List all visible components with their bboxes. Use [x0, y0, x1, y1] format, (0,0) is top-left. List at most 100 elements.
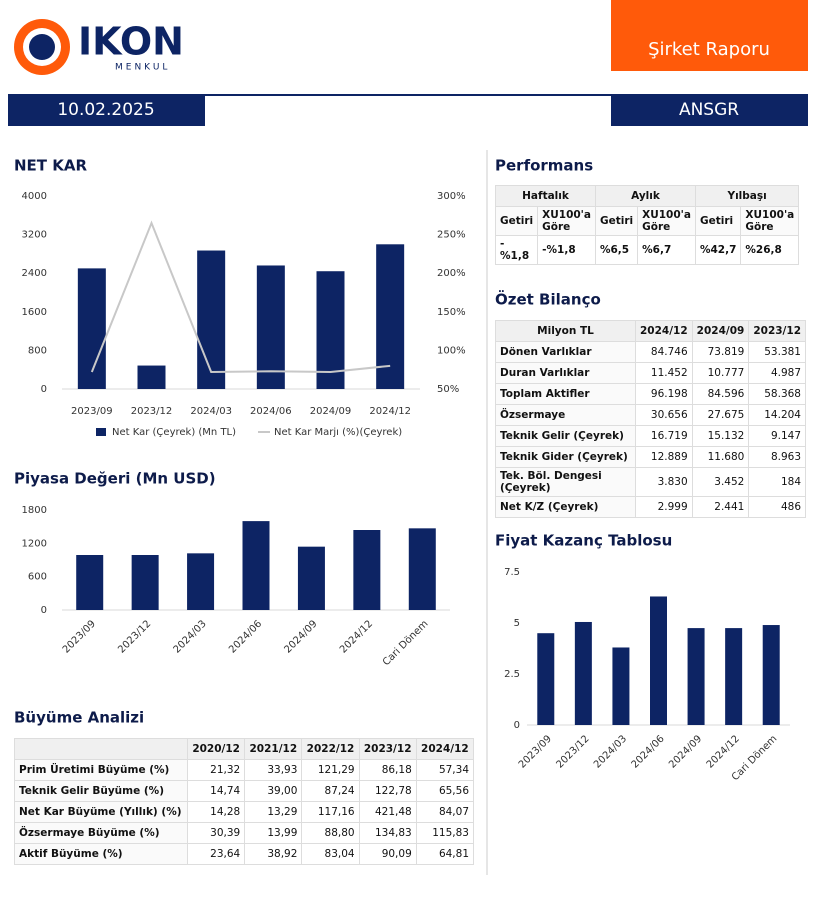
bar [353, 530, 381, 610]
column-header: 2023/12 [748, 320, 806, 342]
row-label: Net Kar Büyüme (Yıllık) (%) [13, 801, 189, 823]
x-tick-label: 2023/12 [116, 618, 153, 655]
cell: 115,83 [415, 822, 475, 844]
column-header: XU100'a Göre [637, 206, 696, 236]
date-box [8, 96, 205, 126]
bar [297, 546, 325, 610]
cell: 486 [748, 496, 806, 518]
x-tick-label: 2023/09 [71, 406, 113, 417]
x-tick-label: 2024/12 [369, 406, 411, 417]
row-label: Dönen Varlıklar [495, 341, 636, 363]
row-label: Tek. Böl. Dengesi (Çeyrek) [495, 467, 636, 497]
section-title: Özet Bilanço [495, 290, 601, 309]
row-label: Teknik Gider (Çeyrek) [495, 446, 636, 468]
cell: 121,29 [301, 759, 360, 781]
chart-title: NET KAR [14, 157, 87, 175]
date: 10.02.2025 [57, 100, 154, 120]
ticker: ANSGR [679, 100, 739, 120]
y-tick-label: 1200 [22, 538, 47, 549]
cell: 58.368 [748, 383, 806, 405]
value: -%1,8 [494, 235, 539, 265]
y2-tick-label: 50% [437, 384, 459, 395]
group: Yılbaşı [694, 185, 800, 207]
bar [725, 628, 743, 725]
row-label: Toplam Aktifler [495, 383, 636, 405]
y-tick-label: 800 [28, 345, 47, 356]
x-tick-label: 2024/09 [283, 618, 320, 655]
cell: 13,99 [244, 822, 303, 844]
cell: 117,16 [301, 801, 360, 823]
balance-table: Milyon TL 2024/12 2024/09 2023/12 Dönen Varl… [495, 320, 806, 518]
group: Haftalık [495, 185, 596, 207]
logo-text: IKON [78, 20, 184, 64]
bar [762, 625, 780, 725]
x-tick-label: 2024/09 [310, 406, 352, 417]
value: %26,8 [740, 235, 800, 265]
bar [537, 633, 555, 725]
value: %42,7 [694, 235, 742, 265]
x-tick-label: 2024/09 [667, 733, 704, 770]
legend-swatch [96, 428, 106, 436]
row: Duran Varlıklar 11.452 10.777 4.987 [495, 362, 806, 384]
row-label: Özsermaye Büyüme (%) [13, 822, 189, 844]
row-label: Duran Varlıklar [495, 362, 636, 384]
cell: 9.147 [748, 425, 806, 447]
row: Özsermaye 30.656 27.675 14.204 [495, 404, 806, 426]
row: Teknik Gider (Çeyrek) 12.889 11.680 8.963 [495, 446, 806, 468]
cell: 11.680 [691, 446, 750, 468]
cell: 87,24 [301, 780, 360, 802]
column-header: Getiri [494, 206, 539, 236]
chart-title: Piyasa Değeri (Mn USD) [14, 470, 216, 488]
cell: 33,93 [244, 759, 303, 781]
row-label: Aktif Büyüme (%) [13, 843, 189, 865]
cell: 83,04 [301, 843, 360, 865]
column-header: Getiri [694, 206, 742, 236]
x-tick-label: 2024/03 [172, 618, 209, 655]
group: Aylık [594, 185, 696, 207]
y-tick-label: 0 [514, 720, 520, 731]
cell: 184 [748, 467, 806, 497]
bar [137, 365, 166, 389]
cell: 2.441 [691, 496, 750, 518]
cell: 134,83 [358, 822, 417, 844]
bar [687, 628, 705, 725]
bar [612, 647, 630, 725]
corner [13, 738, 189, 760]
cell: 65,56 [415, 780, 475, 802]
cell: 14,28 [187, 801, 246, 823]
value: -%1,8 [537, 235, 596, 265]
value: %6,5 [594, 235, 639, 265]
column-header: 2024/12 [634, 320, 693, 342]
bar [376, 244, 405, 389]
x-tick-label: 2024/06 [250, 406, 292, 417]
bar [242, 521, 270, 610]
column-header: 2024/12 [415, 738, 475, 760]
y2-tick-label: 250% [437, 230, 466, 241]
x-tick-label: 2023/09 [61, 618, 98, 655]
cell: 15.132 [691, 425, 750, 447]
performance-table: Haftalık Aylık Yılbaşı Getiri XU100'a Göre G… [494, 185, 800, 265]
column-header: 2023/12 [358, 738, 417, 760]
cell: 30,39 [187, 822, 246, 844]
column-header: 2024/09 [691, 320, 750, 342]
cell: 12.889 [634, 446, 693, 468]
column-header: XU100'a Göre [537, 206, 596, 236]
cell: 4.987 [748, 362, 806, 384]
cell: 88,80 [301, 822, 360, 844]
y-tick-label: 600 [28, 572, 47, 583]
cell: 84.596 [691, 383, 750, 405]
row: Teknik Gelir (Çeyrek) 16.719 15.132 9.147 [495, 425, 806, 447]
bar [131, 555, 159, 610]
cell: 73.819 [691, 341, 750, 363]
cell: 2.999 [634, 496, 693, 518]
cell: 13,29 [244, 801, 303, 823]
y-tick-label: 5 [514, 618, 520, 629]
cell: 8.963 [748, 446, 806, 468]
cell: 53.381 [748, 341, 806, 363]
y-tick-label: 2.5 [504, 669, 520, 680]
logo-sub: MENKUL [115, 63, 170, 73]
cell: 57,34 [415, 759, 475, 781]
column-header: XU100'a Göre [740, 206, 800, 236]
